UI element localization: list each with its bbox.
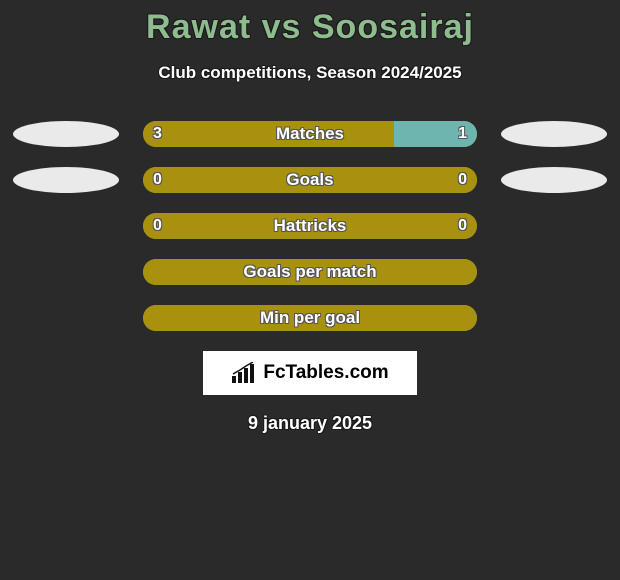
spacer [501,305,607,331]
stat-bar: Goals per match [143,259,477,285]
spacer [501,213,607,239]
spacer [501,259,607,285]
stat-row: 00Goals [0,167,620,193]
bar-fill-right [394,121,478,147]
date-text: 9 january 2025 [0,413,620,434]
spacer [13,259,119,285]
stat-row: Goals per match [0,259,620,285]
player-right-marker [501,121,607,147]
bar-chart-icon [231,362,257,384]
stat-row: Min per goal [0,305,620,331]
bar-fill-left [143,305,477,331]
player-right-marker [501,167,607,193]
stat-bar: 00Hattricks [143,213,477,239]
bar-fill-left [143,259,477,285]
stat-row: 00Hattricks [0,213,620,239]
comparison-rows: 31Matches 00Goals 00Hattricks Goals per mat… [0,121,620,331]
spacer [13,213,119,239]
bar-fill-left [143,213,477,239]
logo-text: FcTables.com [263,362,388,384]
spacer [13,305,119,331]
stat-bar: 31Matches [143,121,477,147]
logo-box: FcTables.com [203,351,417,395]
stat-bar: Min per goal [143,305,477,331]
player-left-marker [13,167,119,193]
stat-row: 31Matches [0,121,620,147]
bar-fill-left [143,167,477,193]
bar-fill-left [143,121,394,147]
player-left-marker [13,121,119,147]
subtitle: Club competitions, Season 2024/2025 [0,63,620,83]
page-title: Rawat vs Soosairaj [0,0,620,47]
stat-bar: 00Goals [143,167,477,193]
